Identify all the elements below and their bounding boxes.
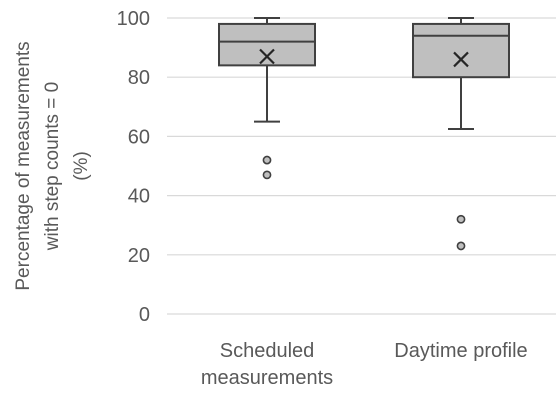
iqr-box [218,22,316,67]
y-tick-label: 100 [117,8,150,30]
outlier-point [456,241,466,251]
y-tick-label: 0 [139,304,150,326]
outlier-point [262,170,272,180]
outlier-point [456,214,466,224]
gridlines [167,17,556,315]
mean-marker [453,51,469,68]
y-axis-title: Percentage of measurements with step coun… [13,41,92,290]
y-axis-title-line: (%) [71,151,92,181]
x-axis-categories: Scheduled measurements Daytime profile [201,340,528,389]
outlier-point [262,155,272,165]
y-axis-ticks: 0 20 40 60 80 100 [117,8,150,326]
x-category-label-line: Daytime profile [394,340,527,362]
y-tick-label: 80 [128,67,150,89]
boxes [218,17,510,251]
box-2 [412,17,510,251]
y-tick-label: 60 [128,126,150,148]
x-category-label-line: measurements [201,367,333,389]
y-tick-label: 20 [128,245,150,267]
x-category-label: Daytime profile [394,340,527,362]
iqr-box [412,22,510,79]
y-axis-title-line: Percentage of measurements [13,41,34,290]
mean-marker [259,48,275,65]
box-1 [218,17,316,180]
y-axis-title-line: with step counts = 0 [42,82,63,251]
y-tick-label: 40 [128,186,150,208]
x-category-label: Scheduled measurements [201,340,333,389]
x-category-label-line: Scheduled [220,340,315,362]
